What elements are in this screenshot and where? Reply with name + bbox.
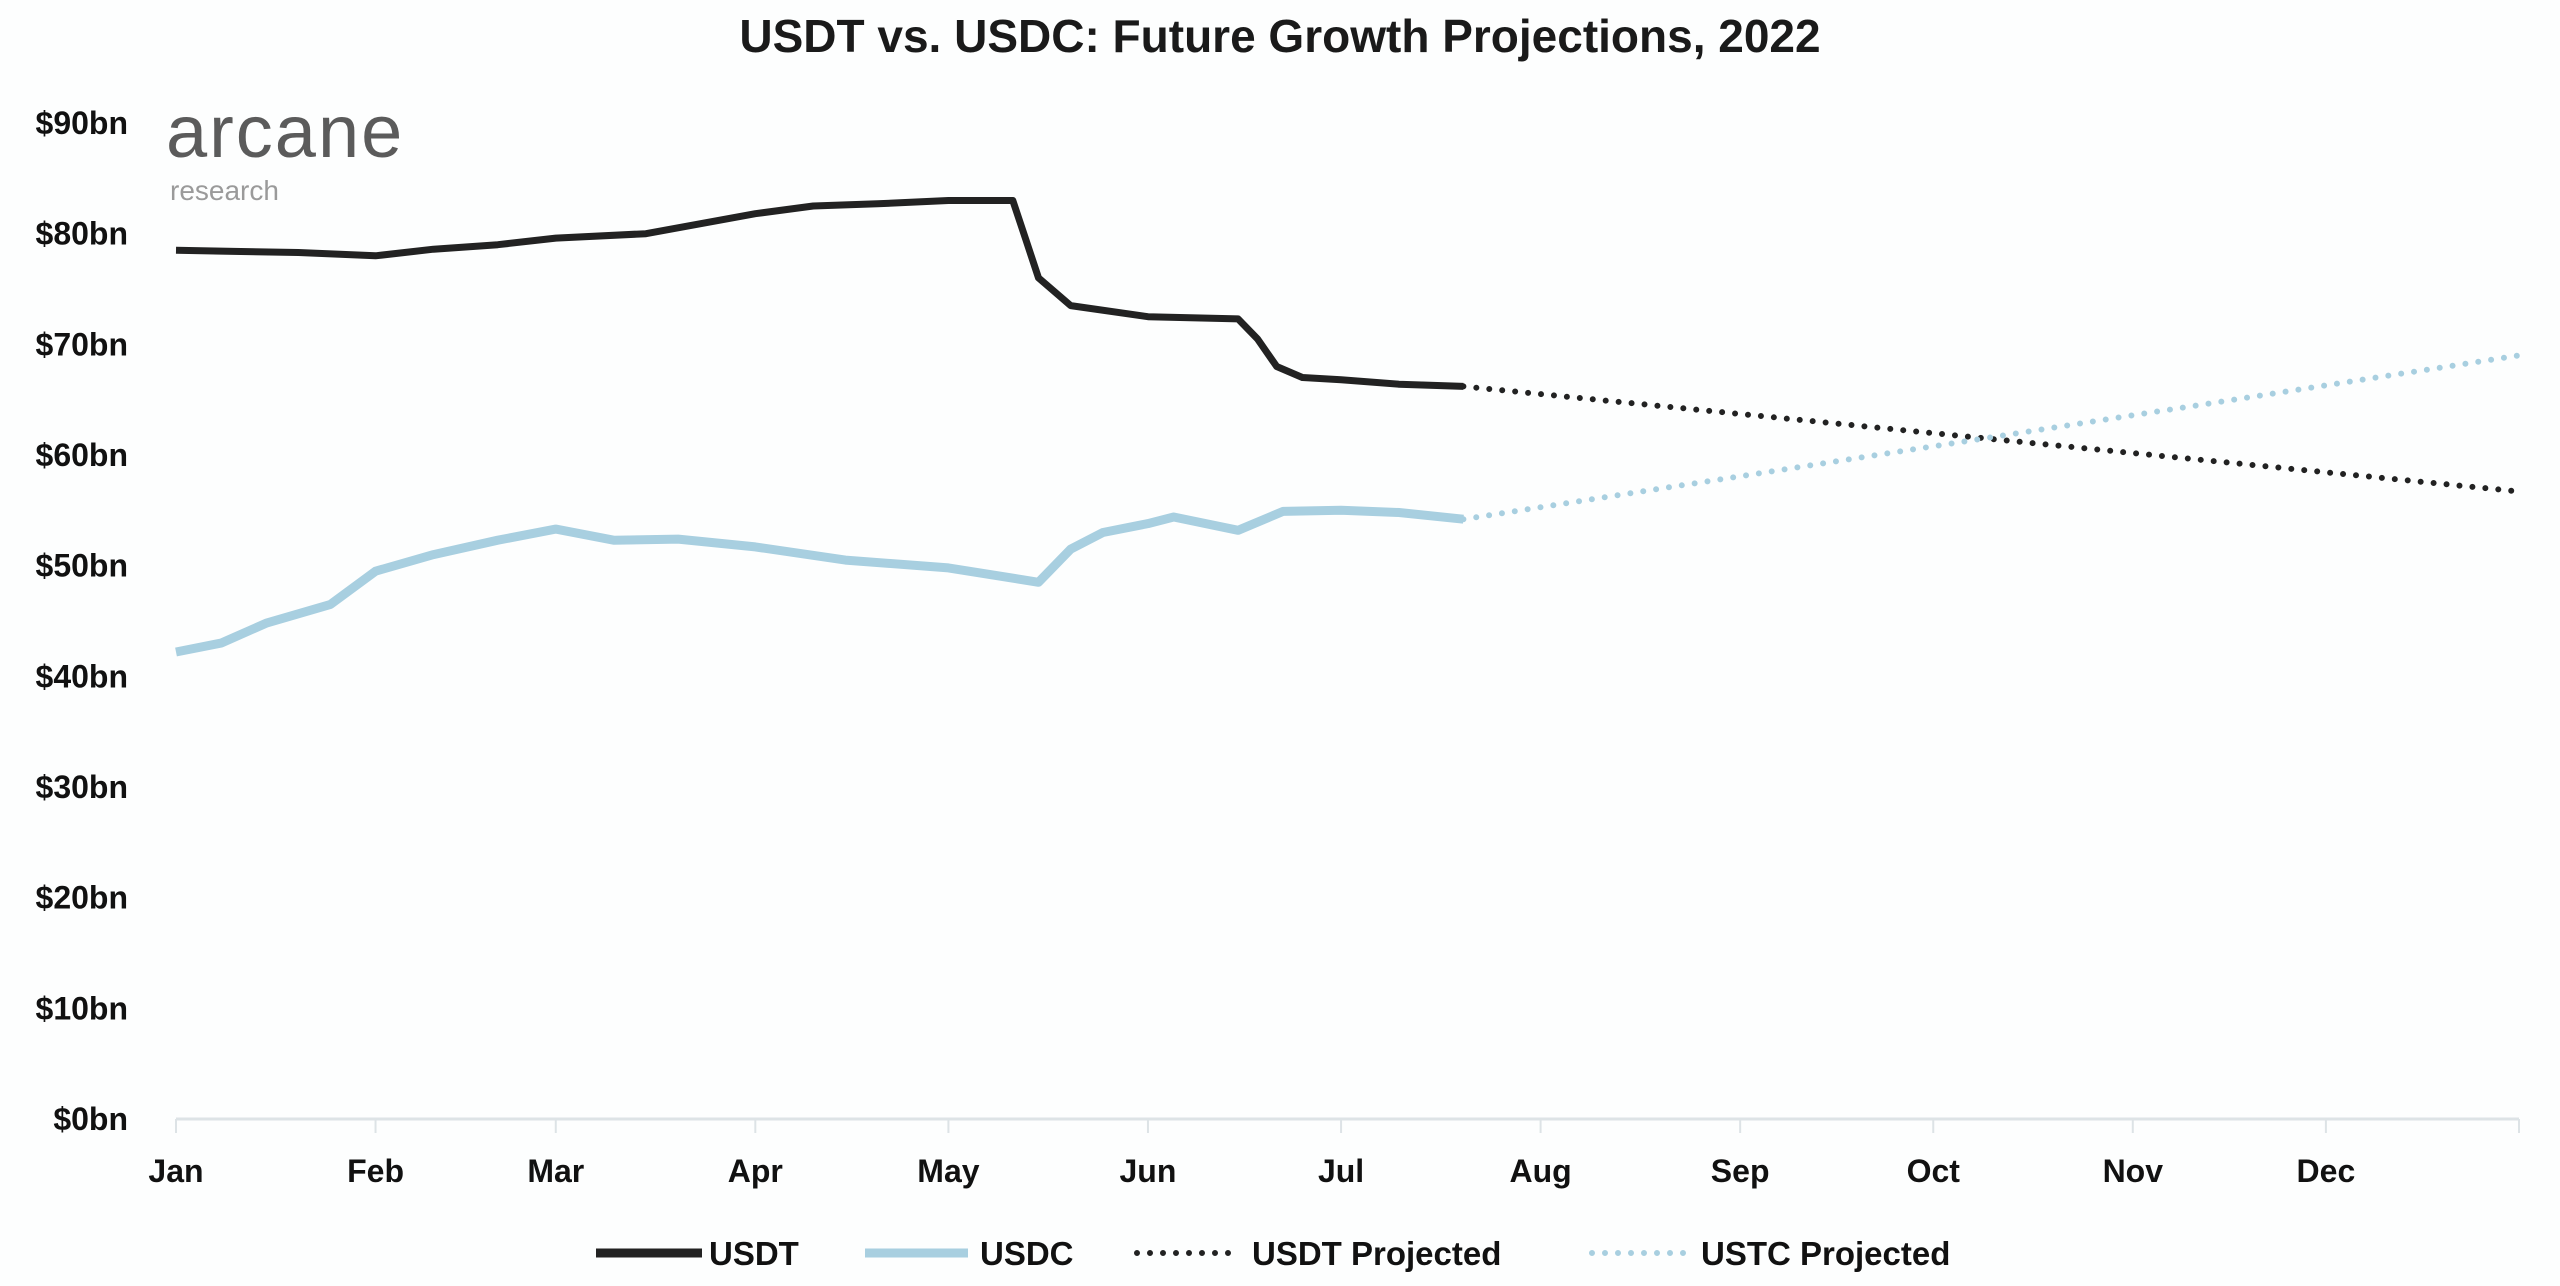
logo: arcane research [166, 90, 404, 206]
x-tick-label: Oct [1907, 1153, 1961, 1189]
y-tick-label: $0bn [53, 1101, 128, 1137]
x-tick-label: Apr [728, 1153, 783, 1189]
y-tick-label: $50bn [36, 548, 128, 584]
series-group [175, 197, 2522, 657]
y-tick-label: $10bn [36, 990, 128, 1026]
y-tick-label: $70bn [36, 326, 128, 362]
legend-label: USDT [709, 1235, 799, 1272]
x-tick-label: Aug [1510, 1153, 1572, 1189]
x-tick-label: Mar [527, 1153, 584, 1189]
x-tick-label: May [917, 1153, 979, 1189]
y-tick-label: $90bn [36, 105, 128, 141]
x-tick-label: Feb [347, 1153, 404, 1189]
x-tick-label: Jul [1318, 1153, 1364, 1189]
x-tick-label: Dec [2297, 1153, 2356, 1189]
legend-label: USTC Projected [1701, 1235, 1950, 1272]
series-line-usdt [175, 197, 1464, 390]
y-tick-label: $30bn [36, 769, 128, 805]
legend-label: USDT Projected [1252, 1235, 1501, 1272]
x-tick-label: Jan [148, 1153, 203, 1189]
x-tick-label: Jun [1120, 1153, 1177, 1189]
legend-item: USTC Projected [1589, 1235, 1950, 1272]
logo-sub-text: research [170, 175, 279, 206]
legend-item: USDT Projected [1134, 1235, 1501, 1272]
series-line-ustc-projected [1460, 352, 2522, 523]
series-line-usdc [175, 505, 1464, 657]
chart-title: USDT vs. USDC: Future Growth Projections… [739, 10, 1820, 62]
x-tick-label: Nov [2103, 1153, 2164, 1189]
y-tick-label: $80bn [36, 216, 128, 252]
y-tick-label: $20bn [36, 880, 128, 916]
legend-item: USDC [865, 1235, 1074, 1272]
y-tick-label: $60bn [36, 437, 128, 473]
legend: USDT USDC USDT Projected USTC Projected [596, 1235, 1950, 1272]
logo-main-text: arcane [166, 90, 404, 173]
y-tick-label: $40bn [36, 658, 128, 694]
legend-item: USDT [596, 1235, 799, 1272]
x-tick-label: Sep [1711, 1153, 1770, 1189]
legend-label: USDC [980, 1235, 1074, 1272]
axes: Jan Feb Mar Apr May Jun Jul Aug Sep Oct Nov Dec $0bn… [36, 105, 2520, 1189]
